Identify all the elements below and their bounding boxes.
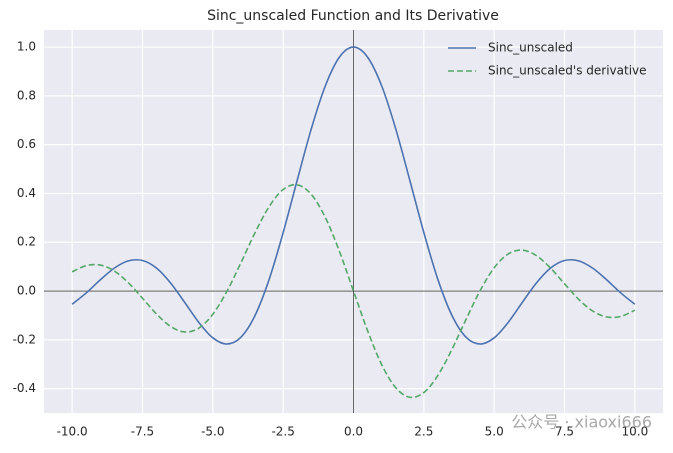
- data-line: [71, 46, 636, 345]
- y-tick-label: -0.2: [13, 332, 36, 346]
- x-tick-label: 0.0: [344, 425, 363, 439]
- data-line: [71, 183, 636, 399]
- legend-label: Sinc_unscaled's derivative: [488, 64, 647, 78]
- y-tick-label: 1.0: [17, 40, 36, 54]
- chart-title: Sinc_unscaled Function and Its Derivativ…: [207, 8, 499, 24]
- x-tick-label: 10.0: [622, 425, 649, 439]
- x-tick-label: 7.5: [555, 425, 574, 439]
- legend-label: Sinc_unscaled: [488, 41, 573, 55]
- y-tick-label: 0.2: [17, 235, 36, 249]
- watermark: 公众号 · xiaoxi666: [511, 413, 652, 432]
- x-tick-label: -10.0: [57, 425, 88, 439]
- x-tick-label: 5.0: [485, 425, 504, 439]
- y-tick-label: 0.8: [17, 88, 36, 102]
- x-tick-label: -2.5: [271, 425, 294, 439]
- y-tick-label: 0.0: [17, 284, 36, 298]
- y-tick-label: 0.6: [17, 137, 36, 151]
- y-tick-label: -0.4: [13, 381, 36, 395]
- x-tick-label: 2.5: [414, 425, 433, 439]
- y-tick-label: 0.4: [17, 186, 36, 200]
- x-tick-label: -7.5: [131, 425, 154, 439]
- x-tick-label: -5.0: [201, 425, 224, 439]
